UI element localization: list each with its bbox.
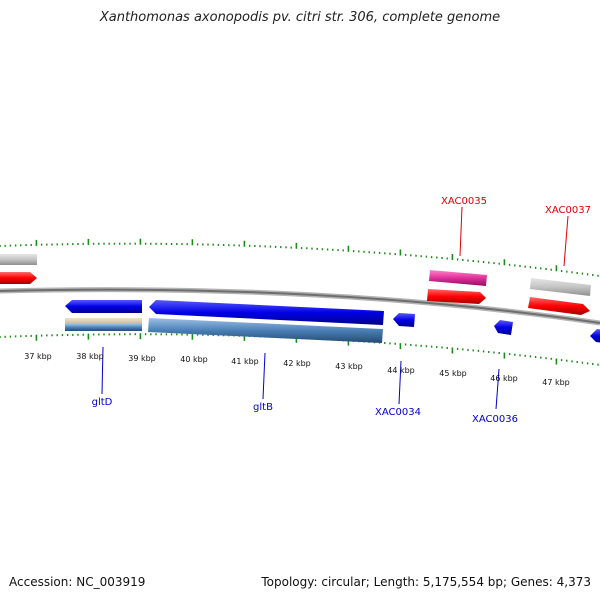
topology-text: Topology: circular; Length: 5,175,554 bp… — [261, 575, 591, 589]
leader-xac0034 — [398, 360, 402, 405]
genome-backbone-core — [0, 288, 600, 324]
gene-gray-left-top[interactable] — [0, 254, 37, 265]
scale-label-44kbp: 44 kbp — [387, 366, 415, 375]
leader-gltb — [262, 352, 266, 400]
gene-xac0035[interactable] — [427, 270, 487, 304]
scale-label-41kbp: 41 kbp — [231, 357, 259, 366]
gene-xac0034[interactable] — [393, 313, 415, 327]
gene-label-gltd[interactable]: gltD — [92, 397, 113, 408]
gene-xac0037-cds[interactable] — [530, 278, 591, 296]
gene-gltd-cds[interactable] — [65, 318, 142, 324]
gene-label-xac0036[interactable]: XAC0036 — [472, 414, 518, 425]
gene-gltd-arrow[interactable] — [65, 300, 142, 313]
scale-label-37kbp: 37 kbp — [24, 352, 52, 361]
genome-title: Xanthomonas axonopodis pv. citri str. 30… — [99, 10, 501, 25]
gene-gltb[interactable] — [148, 300, 384, 343]
gene-gltb-arrow[interactable] — [149, 300, 384, 325]
gene-label-xac0035[interactable]: XAC0035 — [441, 196, 487, 207]
scale-label-43kbp: 43 kbp — [335, 362, 363, 371]
top-tick-track — [0, 238, 599, 277]
gene-xac0036[interactable] — [494, 320, 513, 335]
gene-xac0035-arrow[interactable] — [427, 289, 486, 304]
scale-label-39kbp: 39 kbp — [128, 354, 156, 363]
scale-label-38kbp: 38 kbp — [76, 352, 104, 361]
gene-xac0037[interactable] — [528, 278, 591, 315]
leader-xac0035 — [459, 206, 463, 257]
accession-text: Accession: NC_003919 — [9, 575, 146, 589]
scale-label-40kbp: 40 kbp — [180, 355, 208, 364]
leader-xac0037 — [563, 215, 569, 267]
gene-gltd-cds-2[interactable] — [65, 324, 142, 331]
gene-label-xac0037[interactable]: XAC0037 — [545, 205, 591, 216]
gene-xac0037-arrow[interactable] — [528, 297, 590, 315]
gene-label-xac0034[interactable]: XAC0034 — [375, 407, 421, 418]
scale-label-45kbp: 45 kbp — [439, 369, 467, 378]
gene-gltd[interactable] — [65, 300, 142, 331]
gene-xac0035-rna[interactable] — [429, 270, 487, 286]
scale-label-46kbp: 46 kbp — [490, 374, 518, 383]
gene-blue-right[interactable] — [590, 329, 600, 343]
gene-gltb-cds[interactable] — [148, 318, 383, 343]
gene-red-left[interactable] — [0, 272, 37, 284]
leader-xac0036 — [495, 368, 500, 410]
gene-label-gltb[interactable]: gltB — [253, 402, 273, 413]
scale-label-42kbp: 42 kbp — [283, 359, 311, 368]
leader-gltd — [101, 346, 104, 395]
scale-label-47kbp: 47 kbp — [542, 378, 570, 387]
